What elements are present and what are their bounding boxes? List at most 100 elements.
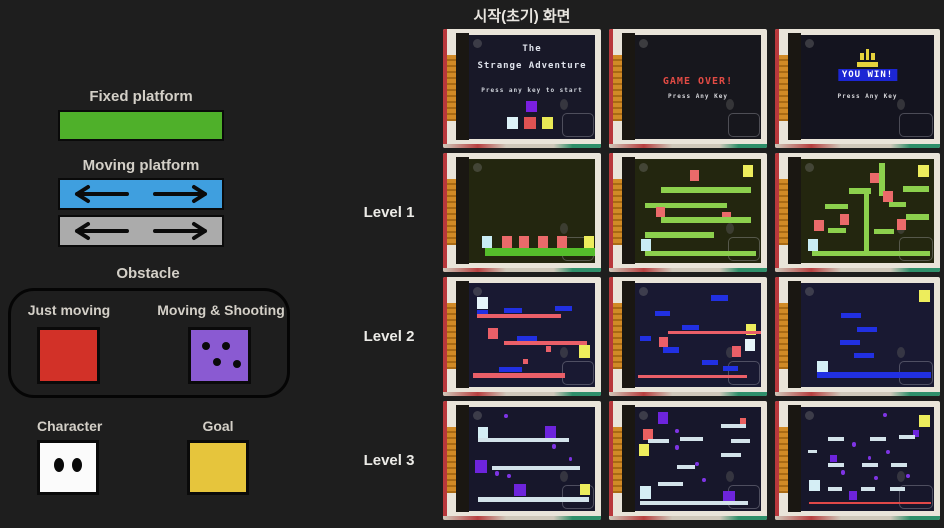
fixed-platform xyxy=(879,163,886,197)
moving-platform xyxy=(640,336,652,342)
game-screen-level3-c xyxy=(801,407,934,511)
red-obstacle xyxy=(642,428,653,441)
fixed-platform xyxy=(476,314,561,319)
lcd-module-level2-c xyxy=(775,277,940,396)
goal xyxy=(919,415,930,427)
screen-smudge xyxy=(559,347,568,359)
fixed-platform xyxy=(680,437,704,442)
game-screen-you-win: YOU WIN! Press Any Key xyxy=(801,35,934,139)
pcb-bottom xyxy=(443,268,601,272)
fixed-platform xyxy=(637,374,748,379)
moving-platform xyxy=(655,311,671,317)
screens-gallery: 시작(초기) 화면 The Strange Adventure Press any … xyxy=(343,0,944,528)
moving-platform xyxy=(681,324,700,330)
shooter-dot xyxy=(213,358,221,366)
character-label: Character xyxy=(37,418,103,434)
purple-obstacle xyxy=(475,460,487,473)
moving-platform xyxy=(662,347,680,353)
black-strip xyxy=(622,33,635,140)
pcb-bottom xyxy=(775,144,940,148)
fixed-platform xyxy=(472,373,565,378)
fixed-platform-swatch xyxy=(58,110,224,141)
lcd-connector xyxy=(779,179,788,245)
character xyxy=(640,486,652,499)
character-eye xyxy=(54,458,64,472)
screen-smudge xyxy=(896,347,905,359)
bullet xyxy=(552,444,556,449)
shooter-dot xyxy=(222,342,230,350)
goal xyxy=(919,290,930,302)
pcb-bottom xyxy=(443,144,601,148)
lcd-module-title: The Strange Adventure Press any key to sta… xyxy=(443,29,601,148)
red-obstacle xyxy=(839,214,849,225)
game-screen-level3-a xyxy=(469,407,595,511)
pcb-left xyxy=(609,277,613,396)
goal xyxy=(583,235,594,249)
game-screen-level2-a xyxy=(469,283,595,387)
character-swatch xyxy=(37,440,99,495)
purple-obstacle xyxy=(544,425,556,439)
red-obstacle xyxy=(732,346,741,357)
lcd-connector xyxy=(447,179,456,245)
goal xyxy=(743,165,754,177)
black-strip xyxy=(456,33,469,140)
moving-platform-blue-swatch xyxy=(58,178,224,210)
black-strip xyxy=(622,281,635,388)
red-obstacle xyxy=(523,358,529,365)
fixed-platform xyxy=(640,500,749,505)
moving-platform xyxy=(840,313,861,319)
red-obstacle xyxy=(883,191,893,202)
purple-obstacle xyxy=(848,491,857,500)
goal xyxy=(542,117,554,129)
game-screen-title: The Strange Adventure Press any key to sta… xyxy=(469,35,595,139)
bullet xyxy=(504,414,509,419)
game-screen-level2-c xyxy=(801,283,934,387)
fixed-platform xyxy=(645,250,756,257)
red-obstacle xyxy=(545,346,551,352)
pcb-left xyxy=(443,401,447,520)
screen-smudge xyxy=(804,411,814,421)
screen-protector-tab xyxy=(898,485,933,509)
purple-obstacle xyxy=(514,483,526,497)
fixed-platform xyxy=(862,463,879,467)
screen-smudge xyxy=(559,99,568,111)
fixed-platform xyxy=(863,192,870,253)
crown-tooth xyxy=(860,52,865,60)
pcb-left xyxy=(609,401,613,520)
fixed-platform xyxy=(720,452,741,457)
you-win-text: YOU WIN! xyxy=(837,69,898,82)
red-obstacle xyxy=(557,235,568,249)
fixed-platform xyxy=(504,341,588,346)
screen-smudge xyxy=(559,223,568,235)
screen-smudge xyxy=(472,411,482,421)
moving-platform xyxy=(710,295,729,301)
title-line2: Strange Adventure xyxy=(477,61,587,71)
pcb-left xyxy=(775,153,779,272)
lcd-module-level1-a xyxy=(443,153,601,272)
screen-smudge xyxy=(725,347,734,359)
fixed-platform xyxy=(645,202,727,209)
screen-smudge xyxy=(472,39,482,49)
black-strip xyxy=(622,157,635,264)
left-right-arrows-icon xyxy=(75,222,207,240)
game-screen-level2-b xyxy=(635,283,761,387)
moving-platform xyxy=(701,359,719,366)
red-obstacle xyxy=(814,220,824,231)
press-any-key: Press Any Key xyxy=(837,93,898,101)
lcd-module-level1-c xyxy=(775,153,940,272)
red-obstacle xyxy=(690,170,700,181)
fixed-platform xyxy=(899,435,916,439)
fixed-platform xyxy=(906,214,929,220)
black-strip xyxy=(622,405,635,512)
character xyxy=(641,239,652,251)
shooter-dot xyxy=(233,360,241,368)
black-strip xyxy=(456,281,469,388)
bullet xyxy=(701,477,706,482)
lcd-connector xyxy=(613,55,622,121)
lcd-module-level3-b xyxy=(609,401,767,520)
bullet xyxy=(867,455,872,461)
row-label-level-1: Level 1 xyxy=(363,204,415,221)
row-label-level-2: Level 2 xyxy=(363,328,415,345)
lcd-module-level2-b xyxy=(609,277,767,396)
moving-platform xyxy=(554,305,573,312)
